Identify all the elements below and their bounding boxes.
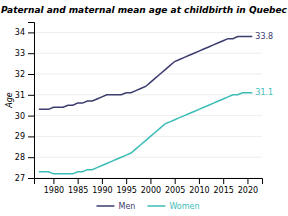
- tick-label: 1985: [68, 186, 88, 195]
- tick: 2015: [214, 178, 234, 195]
- line: [39, 37, 252, 110]
- tick-mark: [78, 178, 79, 184]
- tick-label: 1995: [116, 186, 136, 195]
- tick: 2010: [189, 178, 209, 195]
- tick-mark: [28, 178, 34, 179]
- tick: 1990: [92, 178, 112, 195]
- chart: 1980 1985 1990 1995 2000 2005 2010 2015 2020 27 28…: [0, 0, 288, 216]
- tick-mark: [150, 178, 151, 184]
- legend-item: Men: [96, 202, 135, 211]
- grid-line: [34, 94, 262, 95]
- plot-area: 1980 1985 1990 1995 2000 2005 2010 2015 2020 27 28…: [15, 23, 273, 195]
- tick: 1985: [68, 178, 88, 195]
- tick-label: 28: [15, 153, 25, 162]
- grid-line: [34, 53, 262, 54]
- tick-label: 33: [15, 49, 25, 58]
- y-axis-title: Age: [5, 92, 14, 109]
- tick-label: 2005: [165, 186, 185, 195]
- legend-item: Women: [147, 202, 199, 211]
- tick-mark: [199, 178, 200, 184]
- tick: 28: [15, 153, 34, 162]
- tick-label: 30: [15, 112, 25, 121]
- tick-mark: [175, 178, 176, 184]
- tick-mark: [247, 178, 248, 184]
- y-axis: 27 28 29 30 31 32 33 34: [15, 23, 35, 184]
- tick-label: 1990: [92, 186, 112, 195]
- tick: 27: [15, 174, 34, 183]
- tick-mark: [28, 136, 34, 137]
- tick-label: 27: [15, 174, 25, 183]
- grid-line: [34, 157, 262, 158]
- tick-mark: [102, 178, 103, 184]
- tick-mark: [28, 95, 34, 96]
- tick-label: 34: [15, 28, 25, 37]
- tick: 31: [15, 91, 34, 100]
- tick-mark: [28, 116, 34, 117]
- axis-line: [28, 23, 35, 179]
- tick-label: 29: [15, 132, 25, 141]
- x-axis: 1980 1985 1990 1995 2000 2005 2010 2015 2020: [35, 178, 263, 195]
- grid-line: [34, 74, 262, 75]
- tick-mark: [126, 178, 127, 184]
- line: [39, 93, 252, 174]
- tick-label: 1980: [44, 186, 64, 195]
- tick-label: 2000: [141, 186, 161, 195]
- tick-mark: [28, 74, 34, 75]
- tick-mark: [28, 32, 34, 33]
- tick-label: 2010: [189, 186, 209, 195]
- tick: 30: [15, 112, 34, 121]
- tick-label: 2015: [214, 186, 234, 195]
- axis-line: [35, 179, 263, 185]
- tick: 2020: [238, 178, 258, 195]
- title: Paternal and maternal mean age at childb…: [1, 5, 288, 15]
- grid-line: [34, 32, 262, 33]
- tick: 34: [15, 28, 34, 37]
- tick-mark: [223, 178, 224, 184]
- tick: 33: [15, 49, 34, 58]
- end-label: 33.8: [255, 32, 273, 41]
- tick: 2000: [141, 178, 161, 195]
- tick: 1995: [116, 178, 136, 195]
- tick-label: 32: [15, 70, 25, 79]
- tick-label: 31: [15, 91, 25, 100]
- tick-mark: [53, 178, 54, 184]
- tick-mark: [28, 157, 34, 158]
- legend-label: Women: [169, 202, 199, 211]
- tick: 2005: [165, 178, 185, 195]
- tick-mark: [28, 53, 34, 54]
- legend-swatch: [147, 205, 165, 207]
- end-label: 31.1: [255, 88, 273, 97]
- lines: [39, 37, 252, 174]
- legend-swatch: [96, 205, 114, 207]
- grid: [34, 32, 262, 178]
- tick: 1980: [44, 178, 64, 195]
- tick-label: 2020: [238, 186, 258, 195]
- tick: 32: [15, 70, 34, 79]
- legend-label: Men: [118, 202, 135, 211]
- grid-line: [34, 115, 262, 116]
- grid-line: [34, 136, 262, 137]
- legend: Men Women: [96, 202, 199, 211]
- tick: 29: [15, 132, 34, 141]
